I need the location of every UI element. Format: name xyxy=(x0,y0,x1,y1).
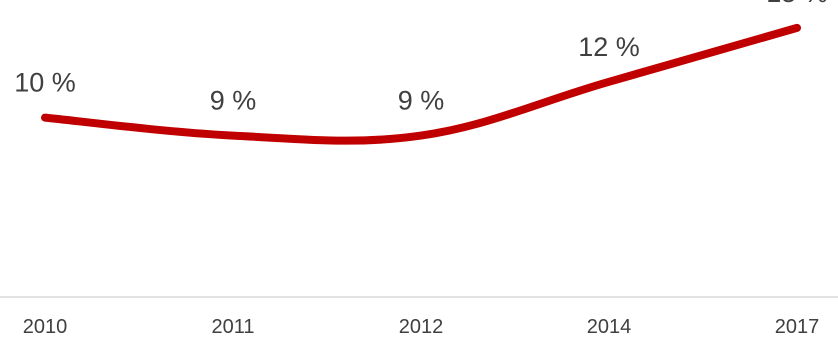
x-tick-label: 2012 xyxy=(399,316,444,338)
series-line xyxy=(41,23,801,145)
data-label: 10 % xyxy=(14,68,76,98)
data-labels: 10 % 9 % 9 % 12 % 15 % xyxy=(14,0,828,116)
x-tick-labels: 2010 2011 2012 2014 2017 xyxy=(23,316,820,338)
x-tick-label: 2017 xyxy=(775,316,820,338)
data-label: 9 % xyxy=(398,86,445,116)
x-tick-label: 2014 xyxy=(587,316,632,338)
x-tick-label: 2010 xyxy=(23,316,68,338)
x-tick-label: 2011 xyxy=(211,316,254,338)
data-label: 12 % xyxy=(578,32,640,62)
data-label: 9 % xyxy=(210,86,257,116)
data-label: 15 % xyxy=(766,0,828,8)
